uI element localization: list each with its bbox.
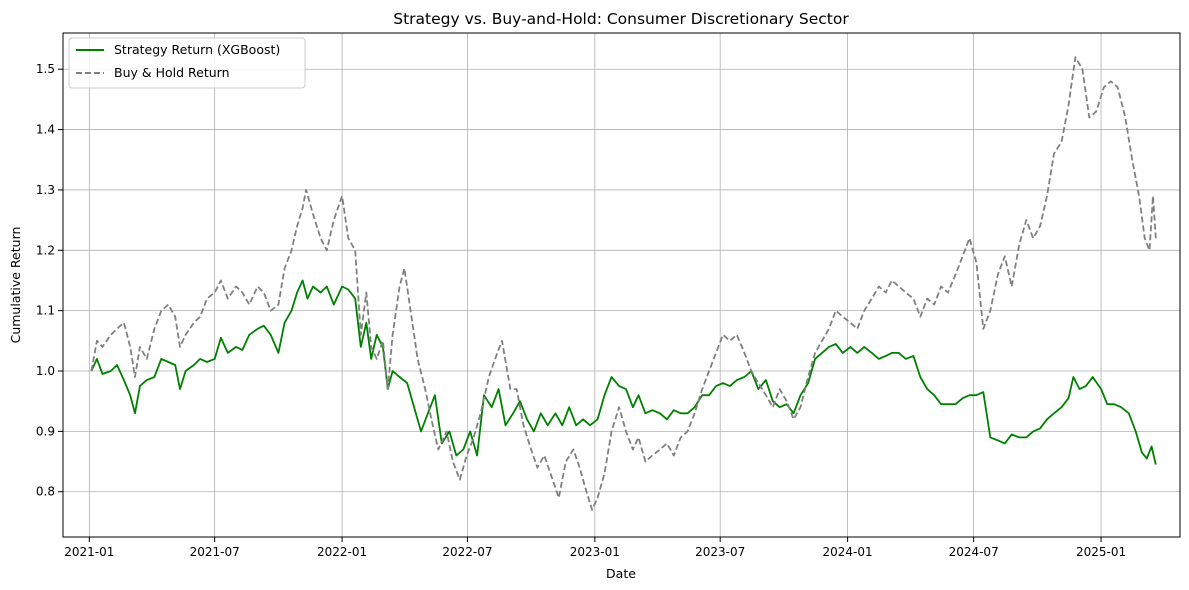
y-tick-label: 1.5 [36, 62, 55, 76]
y-tick-label: 1.0 [36, 364, 55, 378]
legend-label-strategy: Strategy Return (XGBoost) [114, 42, 280, 57]
y-tick-label: 1.3 [36, 183, 55, 197]
x-tick-label: 2022-07 [442, 545, 492, 559]
y-tick-label: 1.1 [36, 304, 55, 318]
x-axis-label: Date [606, 566, 636, 581]
y-tick-label: 1.4 [36, 123, 55, 137]
series-line-strategy [90, 279, 1157, 465]
legend-label-buy-hold: Buy & Hold Return [114, 65, 230, 80]
x-tick-label: 2024-07 [949, 545, 999, 559]
x-tick-label: 2021-07 [190, 545, 240, 559]
plot-series [90, 56, 1157, 511]
y-axis-label: Cumulative Return [8, 227, 23, 344]
y-tick-label: 0.8 [36, 485, 55, 499]
x-tick-label: 2023-01 [570, 545, 620, 559]
grid [63, 33, 1180, 537]
y-tick-label: 0.9 [36, 424, 55, 438]
series-line-buy-hold [90, 56, 1157, 511]
y-tick-label: 1.2 [36, 243, 55, 257]
x-tick-label: 2024-01 [823, 545, 873, 559]
axis-ticks: 2021-01 2021-07 2022-01 2022-07 2023-01 2023-… [36, 62, 1126, 559]
x-tick-label: 2022-01 [317, 545, 367, 559]
x-tick-label: 2025-01 [1076, 545, 1126, 559]
chart-title: Strategy vs. Buy-and-Hold: Consumer Disc… [393, 10, 849, 28]
x-tick-label: 2023-07 [695, 545, 745, 559]
plot-frame [62, 32, 1181, 538]
legend: Strategy Return (XGBoost) Buy & Hold Ret… [68, 37, 306, 89]
x-tick-label: 2021-01 [64, 545, 114, 559]
legend-box [68, 37, 306, 89]
